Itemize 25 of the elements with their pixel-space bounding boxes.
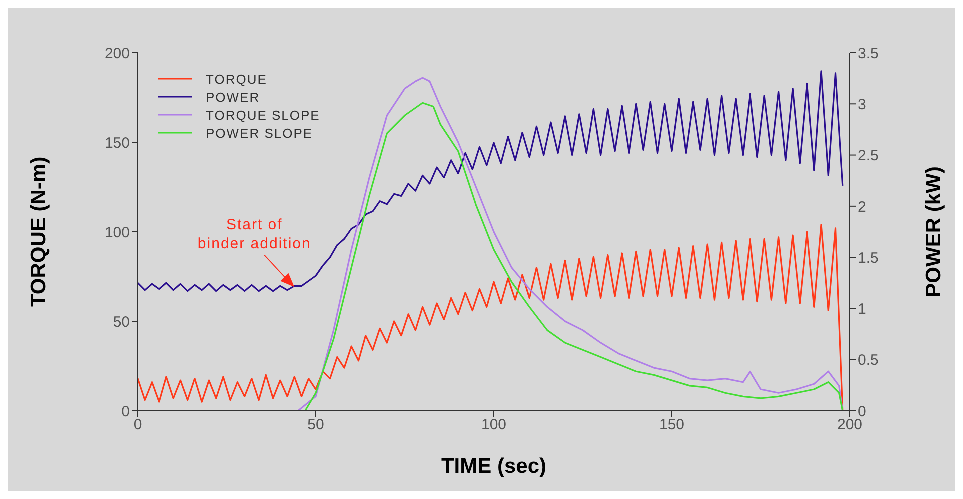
y2-tick-label: 0.5 <box>858 352 879 370</box>
y-tick-label: 150 <box>104 134 130 152</box>
legend-label: POWER <box>206 90 260 104</box>
x-tick-label: 50 <box>308 416 324 434</box>
line-series <box>138 70 844 292</box>
y-tick-label: 100 <box>104 224 130 242</box>
y2-axis-title: POWER (kW) <box>922 166 946 298</box>
y2-tick-label: 1 <box>858 301 866 318</box>
y2-tick-label: 1.5 <box>858 250 879 267</box>
x-tick-label: 0 <box>134 416 142 434</box>
legend-label: TORQUE SLOPE <box>206 108 320 122</box>
y2-tick-label: 3.5 <box>858 45 879 62</box>
y-tick-label: 200 <box>104 45 130 62</box>
y2-tick-label: 2.5 <box>858 148 879 165</box>
x-axis-title: TIME (sec) <box>441 455 547 478</box>
y-tick-label: 50 <box>113 314 130 331</box>
y-tick-label: 0 <box>122 403 130 420</box>
x-tick-label: 150 <box>659 416 685 434</box>
y-axis-title: TORQUE (N-m) <box>27 156 50 308</box>
x-tick-label: 100 <box>481 416 507 434</box>
annotation: Start of binder addition <box>198 216 312 252</box>
legend-label: POWER SLOPE <box>206 126 314 140</box>
legend-label: TORQUE <box>206 72 268 86</box>
y2-tick-label: 2 <box>858 198 866 216</box>
y2-tick-label: 3 <box>858 96 866 114</box>
